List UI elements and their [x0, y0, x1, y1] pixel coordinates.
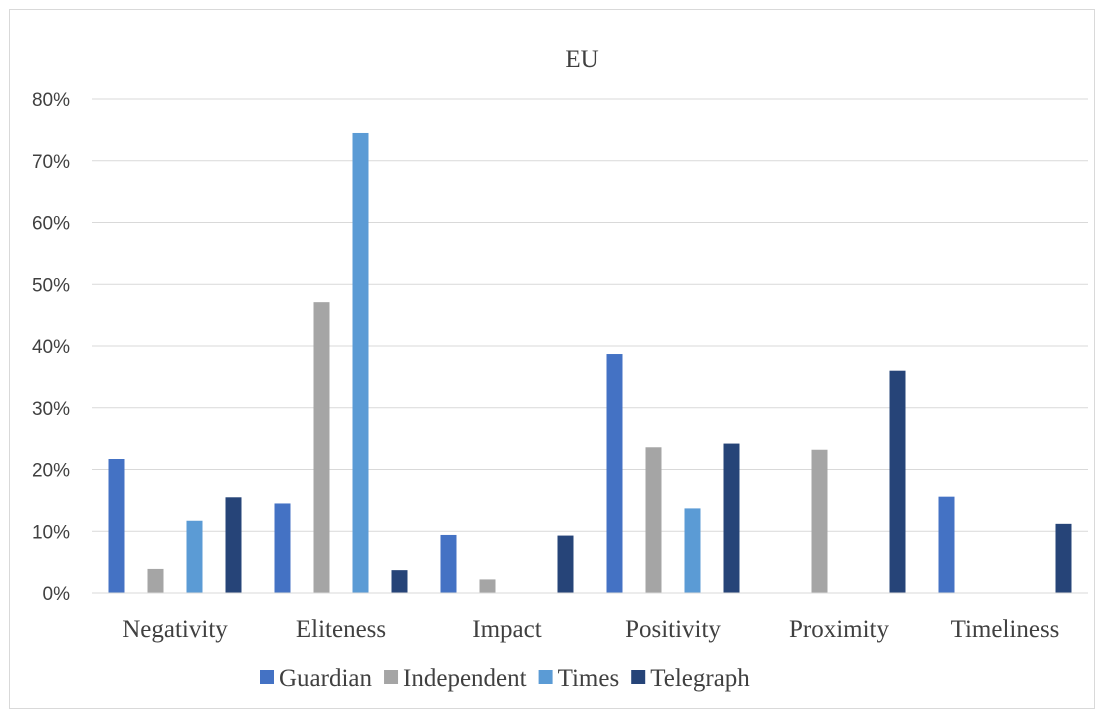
- bar-telegraph-eliteness: [391, 570, 408, 593]
- bar-times-negativity: [186, 520, 203, 593]
- gridlines: [92, 98, 1088, 532]
- y-tick-label: 10%: [32, 522, 70, 543]
- legend-label-telegraph: Telegraph: [650, 665, 750, 692]
- x-tick-label: Proximity: [789, 616, 890, 643]
- bar-independent-eliteness: [313, 302, 330, 593]
- bar-guardian-timeliness: [938, 496, 955, 593]
- bar-independent-proximity: [811, 449, 828, 593]
- y-tick-label: 60%: [32, 214, 70, 235]
- y-axis-tick-labels: 0% 10% 20% 30% 40% 50% 60% 70% 80%: [32, 90, 70, 605]
- legend-label-times: Times: [558, 665, 620, 692]
- bar-times-eliteness: [352, 132, 369, 593]
- legend-label-guardian: Guardian: [279, 665, 373, 692]
- x-tick-label: Positivity: [625, 616, 721, 643]
- x-axis-tick-labels: Negativity Eliteness Impact Positivity Proxi…: [122, 616, 1059, 643]
- x-tick-label: Timeliness: [951, 616, 1060, 643]
- legend-swatch-guardian: [260, 670, 274, 684]
- chart-title: EU: [565, 46, 598, 73]
- bar-telegraph-negativity: [225, 497, 242, 593]
- bar-telegraph-impact: [557, 535, 574, 593]
- bar-guardian-positivity: [606, 354, 623, 593]
- y-tick-label: 50%: [32, 275, 70, 296]
- bar-independent-impact: [479, 579, 496, 593]
- y-tick-label: 80%: [32, 90, 70, 111]
- bar-guardian-eliteness: [274, 503, 291, 593]
- bars: [108, 132, 1072, 593]
- bar-telegraph-positivity: [723, 443, 740, 593]
- y-tick-label: 40%: [32, 337, 70, 358]
- bar-guardian-impact: [440, 534, 457, 593]
- legend-label-independent: Independent: [403, 665, 527, 692]
- bar-guardian-negativity: [108, 459, 125, 593]
- bar-independent-negativity: [147, 568, 164, 593]
- x-tick-label: Impact: [472, 616, 541, 643]
- x-tick-label: Negativity: [122, 616, 228, 643]
- bar-telegraph-timeliness: [1055, 523, 1072, 593]
- legend: Guardian Independent Times Telegraph: [260, 665, 750, 692]
- bar-telegraph-proximity: [889, 370, 906, 593]
- x-tick-label: Eliteness: [296, 616, 386, 643]
- legend-swatch-telegraph: [631, 670, 646, 684]
- y-tick-label: 0%: [43, 584, 71, 605]
- y-tick-label: 30%: [32, 399, 70, 420]
- bar-independent-positivity: [645, 447, 662, 593]
- bar-times-positivity: [684, 508, 701, 593]
- legend-swatch-times: [538, 670, 553, 684]
- y-tick-label: 20%: [32, 461, 70, 482]
- y-tick-label: 70%: [32, 152, 70, 173]
- legend-swatch-independent: [384, 670, 399, 684]
